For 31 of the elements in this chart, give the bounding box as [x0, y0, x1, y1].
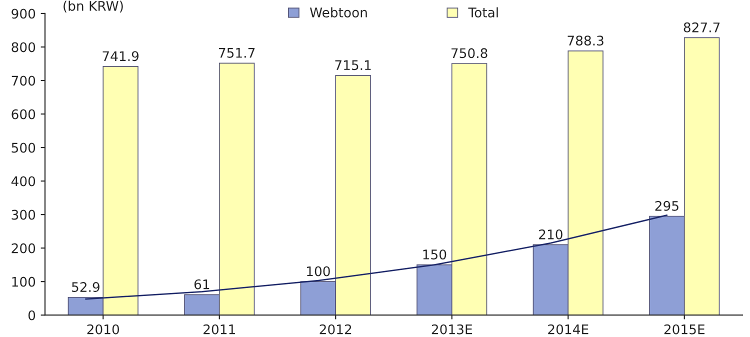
legend-label: Total [468, 7, 498, 18]
x-tick-label: 2012 [320, 324, 352, 334]
data-label: 751.7 [219, 48, 255, 58]
y-tick-label: 300 [12, 210, 36, 220]
y-tick-label: 200 [12, 243, 36, 254]
y-tick-label: 600 [12, 109, 36, 120]
x-tick-label: 2010 [87, 324, 120, 334]
y-tick-label: 800 [12, 42, 36, 52]
y-tick-label: 700 [12, 76, 36, 86]
data-label: 210 [539, 229, 562, 240]
data-label: 295 [655, 200, 678, 211]
data-label: 100 [307, 266, 330, 276]
data-label: 52.9 [72, 282, 100, 292]
legend-label: Webtoon [310, 7, 367, 18]
x-tick-label: 2011 [204, 324, 235, 334]
y-tick-label: 0 [28, 310, 36, 320]
y-tick-label: 900 [12, 8, 36, 19]
y-tick-label: 500 [12, 142, 36, 153]
x-tick-label: 2014E [548, 324, 588, 334]
data-label: 715.1 [335, 60, 371, 70]
data-label: 741.9 [102, 51, 139, 62]
data-label: 788.3 [568, 36, 604, 46]
data-label: 61 [194, 279, 210, 290]
data-label: 750.8 [452, 48, 488, 58]
y-tick-label: 100 [12, 276, 36, 287]
data-label: 150 [423, 250, 446, 260]
x-tick-label: 2015E [664, 324, 704, 334]
y-axis-title: (bn KRW) [64, 0, 123, 12]
y-tick-label: 400 [11, 176, 36, 186]
data-label: 827.7 [684, 22, 720, 32]
x-tick-label: 2013E [432, 324, 472, 334]
